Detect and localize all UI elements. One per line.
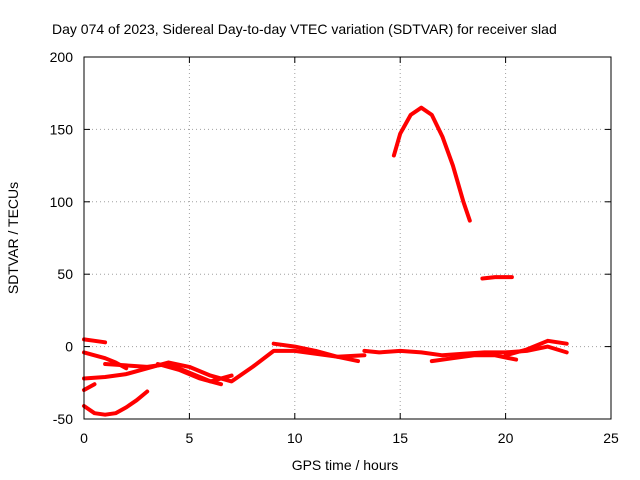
y-tick-label: 100 [50,194,74,210]
series-layer [82,105,569,417]
y-axis-label: SDTVAR / TECUs [5,182,21,294]
x-tick-label: 10 [287,430,303,446]
x-tick-label: 15 [392,430,408,446]
series-arc-12 [391,105,472,223]
series-arc-7 [82,382,97,392]
tick-layer: 0 5 10 15 20 25 -50 0 50 100 150 200 [50,49,619,446]
chart-title: Day 074 of 2023, Sidereal Day-to-day VTE… [52,21,557,37]
series-arc-13 [480,275,514,281]
plot-frame [83,56,612,420]
x-axis-label: GPS time / hours [292,457,399,473]
x-tick-label: 25 [603,430,619,446]
y-tick-label: -50 [53,411,73,427]
y-tick-label: 150 [50,121,74,137]
x-tick-label: 5 [186,430,194,446]
series-arc-6 [271,341,360,364]
grid [84,57,611,419]
series-arc-10 [429,353,519,364]
series-arc-11 [503,338,569,358]
y-tick-label: 200 [50,49,74,65]
series-arc-8 [82,389,150,417]
series-arc-9 [362,344,569,358]
series-arc-5 [155,362,223,387]
series-arc-1 [82,337,108,345]
x-tick-label: 20 [498,430,514,446]
y-tick-label: 50 [57,266,73,282]
x-tick-label: 0 [80,430,88,446]
y-tick-label: 0 [65,339,73,355]
